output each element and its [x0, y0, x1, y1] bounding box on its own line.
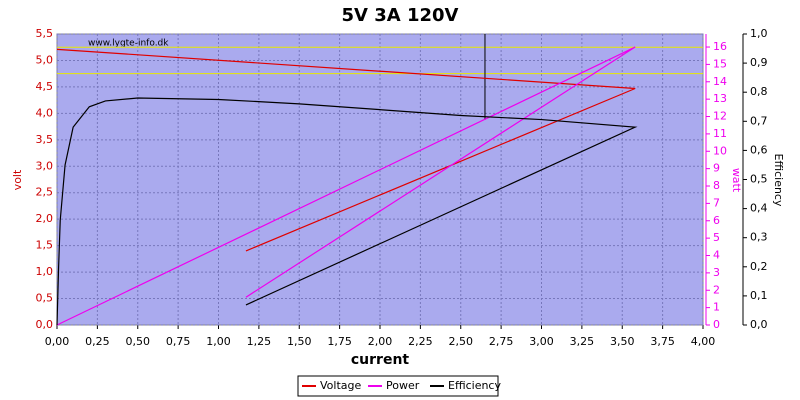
x-tick-label: 1,75 [327, 335, 352, 348]
series-line [56, 46, 636, 326]
legend-label: Voltage [320, 379, 361, 392]
y-tick-label: 2,0 [36, 212, 54, 225]
y2-tick-label: 14 [713, 75, 727, 88]
x-tick-label: 2,50 [449, 335, 474, 348]
legend [297, 375, 499, 397]
x-axis-label: current [351, 352, 410, 368]
y2-tick-label: 10 [713, 144, 727, 157]
y-tick-label: 4,5 [36, 80, 54, 93]
y2-tick-label: 8 [713, 179, 720, 192]
y3-tick-label: 0,4 [750, 202, 768, 215]
y3-tick-label: 0,6 [750, 143, 768, 156]
x-tick-label: 0,00 [45, 335, 70, 348]
x-tick-label: 4,00 [691, 335, 716, 348]
y2-tick-label: 16 [713, 40, 727, 53]
y3-tick-label: 0,5 [750, 173, 768, 186]
series-line [56, 48, 636, 252]
y-tick-label: 1,0 [36, 265, 54, 278]
x-tick-label: 1,00 [206, 335, 231, 348]
x-tick-label: 0,50 [126, 335, 151, 348]
y2-tick-label: 2 [713, 283, 720, 296]
y3-tick-label: 0,7 [750, 114, 768, 127]
y3-tick-label: 0,8 [750, 85, 768, 98]
x-tick-label: 2,25 [408, 335, 433, 348]
x-tick-label: 3,00 [529, 335, 554, 348]
y-tick-label: 4,0 [36, 106, 54, 119]
y2-axis-label: watt [730, 168, 743, 193]
y-tick-label: 1,5 [36, 239, 54, 252]
y2-tick-label: 13 [713, 92, 727, 105]
y2-tick-label: 3 [713, 266, 720, 279]
y2-tick-label: 6 [713, 214, 720, 227]
y-tick-label: 0,5 [36, 292, 54, 305]
y3-tick-label: 0,3 [750, 231, 768, 244]
y-tick-label: 0,0 [36, 318, 54, 331]
y2-tick-label: 15 [713, 57, 727, 70]
y-tick-label: 2,5 [36, 186, 54, 199]
y2-tick-label: 11 [713, 127, 727, 140]
y2-tick-label: 9 [713, 162, 720, 175]
y-tick-label: 5,5 [36, 27, 54, 40]
x-tick-label: 0,75 [166, 335, 191, 348]
x-tick-label: 3,50 [610, 335, 635, 348]
y2-tick-label: 7 [713, 196, 720, 209]
legend-label: Efficiency [448, 379, 501, 392]
y-tick-label: 3,5 [36, 133, 54, 146]
annotation: www.lygte-info.dk [88, 39, 169, 49]
x-tick-label: 2,75 [489, 335, 514, 348]
y3-tick-label: 0,2 [750, 260, 768, 273]
y3-axis-label: Efficiency [772, 154, 785, 207]
x-tick-label: 1,50 [287, 335, 312, 348]
x-tick-label: 3,75 [650, 335, 675, 348]
x-tick-label: 3,25 [570, 335, 595, 348]
y3-tick-label: 0,0 [750, 318, 768, 331]
series-line [56, 97, 638, 326]
legend-label: Power [386, 379, 420, 392]
y-tick-label: 3,0 [36, 159, 54, 172]
y-tick-label: 5,0 [36, 53, 54, 66]
y3-tick-label: 0,1 [750, 289, 768, 302]
x-tick-label: 1,25 [247, 335, 272, 348]
y3-tick-label: 1,0 [750, 27, 768, 40]
y2-tick-label: 1 [713, 301, 720, 314]
y2-tick-label: 12 [713, 110, 727, 123]
chart-title: 5V 3A 120V [342, 5, 459, 26]
y3-tick-label: 0,9 [750, 56, 768, 69]
y2-tick-label: 0 [713, 318, 720, 331]
y-axis-label: volt [11, 169, 24, 190]
x-tick-label: 2,00 [368, 335, 393, 348]
y2-tick-label: 5 [713, 231, 720, 244]
y2-tick-label: 4 [713, 249, 720, 262]
x-tick-label: 0,25 [85, 335, 110, 348]
